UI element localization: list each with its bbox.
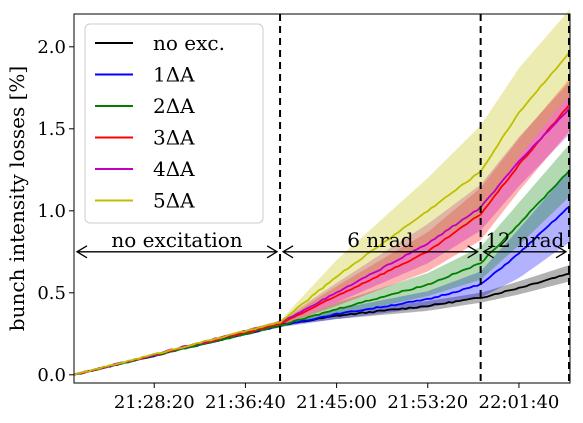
- x-tick-label-4: 22:01:40: [479, 392, 560, 413]
- uncertainty-bands: [74, 9, 570, 375]
- legend: no exc. 1ΔA 2ΔA 3ΔA 4ΔA 5ΔA: [84, 23, 264, 224]
- annotation-label-3: 12 nrad: [485, 228, 564, 252]
- axes: 0.0 0.5 1.0 1.5 2.0 21:28:20 21:36:40 21:45:00 2…: [37, 37, 559, 413]
- x-tick-label-0: 21:28:20: [114, 392, 195, 413]
- annotation-arrowhead-right-1: [266, 245, 279, 259]
- series-lines: [73, 50, 571, 377]
- annotation-label-1: no excitation: [111, 228, 242, 252]
- y-tick-label-4: 2.0: [37, 37, 66, 58]
- y-tick-label-0: 0.0: [37, 365, 66, 386]
- legend-label-4: 3ΔA: [153, 126, 195, 150]
- y-tick-label-1: 0.5: [37, 283, 66, 304]
- legend-label-3: 2ΔA: [153, 94, 195, 118]
- legend-label-2: 1ΔA: [153, 63, 195, 87]
- annotation-arrowhead-left-3: [482, 245, 494, 259]
- legend-label-5: 4ΔA: [153, 157, 195, 181]
- annotation-arrowhead-left-1: [75, 245, 88, 259]
- plot-frame: [73, 13, 571, 384]
- band-series-1: [74, 264, 570, 375]
- x-tick-label-2: 21:45:00: [296, 392, 377, 413]
- band-series-6: [74, 9, 570, 375]
- y-tick-label-3: 1.5: [37, 119, 66, 140]
- phase-boundary-lines: [279, 14, 570, 383]
- annotation-arrowhead-right-3: [555, 245, 568, 259]
- y-axis-label: bunch intensity losses [%]: [5, 66, 29, 331]
- phase-annotations: no excitation 6 nrad 12 nrad: [75, 228, 568, 259]
- band-series-3: [74, 143, 570, 375]
- legend-label-1: no exc.: [153, 31, 225, 55]
- annotation-arrowhead-left-2: [281, 245, 294, 259]
- annotation-arrowhead-right-2: [467, 245, 479, 259]
- x-tick-label-3: 21:53:20: [387, 392, 468, 413]
- line-series-6: [73, 50, 571, 377]
- line-series-5: [73, 106, 571, 376]
- band-series-4: [74, 78, 570, 375]
- legend-label-6: 5ΔA: [153, 189, 195, 213]
- y-tick-label-2: 1.0: [37, 201, 66, 222]
- annotation-label-2: 6 nrad: [347, 228, 413, 252]
- x-tick-label-1: 21:36:40: [205, 392, 286, 413]
- band-series-5: [74, 81, 570, 375]
